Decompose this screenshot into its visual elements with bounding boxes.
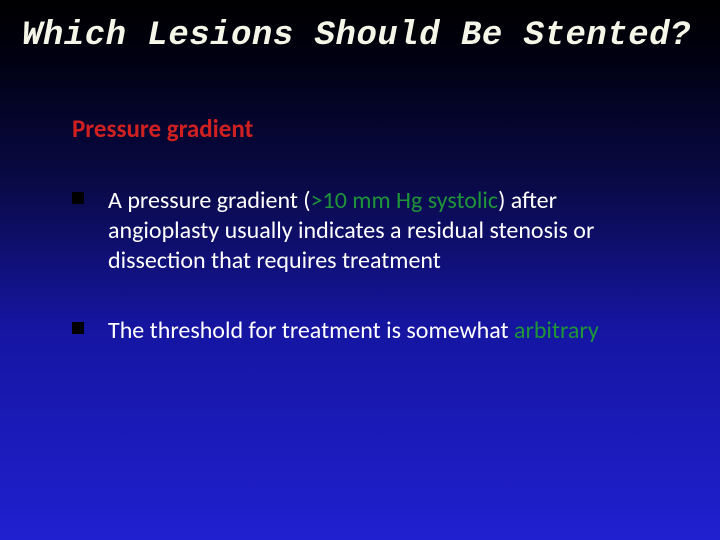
subheading-word-2: gradient	[167, 113, 254, 144]
page-title: Which Lesions Should Be Stented?	[22, 18, 698, 55]
bullet-text-accent: >10 mm Hg systolic	[311, 186, 499, 215]
bullet-marker-icon	[72, 192, 84, 204]
list-item: The threshold for treatment is somewhat …	[72, 316, 638, 346]
list-item: A pressure gradient (>10 mm Hg systolic)…	[72, 186, 638, 276]
subheading-word-1: Pressure	[72, 113, 161, 144]
bullet-marker-icon	[72, 322, 84, 334]
bullet-text-pre: A pressure gradient (	[108, 186, 311, 215]
slide: Which Lesions Should Be Stented? Pressur…	[0, 0, 720, 540]
bullet-text-accent: arbitrary	[514, 316, 599, 345]
bullet-text-pre: The threshold for treatment is somewhat	[108, 316, 514, 345]
bullet-list: A pressure gradient (>10 mm Hg systolic)…	[72, 186, 698, 346]
subheading: Pressure gradient	[72, 113, 698, 144]
